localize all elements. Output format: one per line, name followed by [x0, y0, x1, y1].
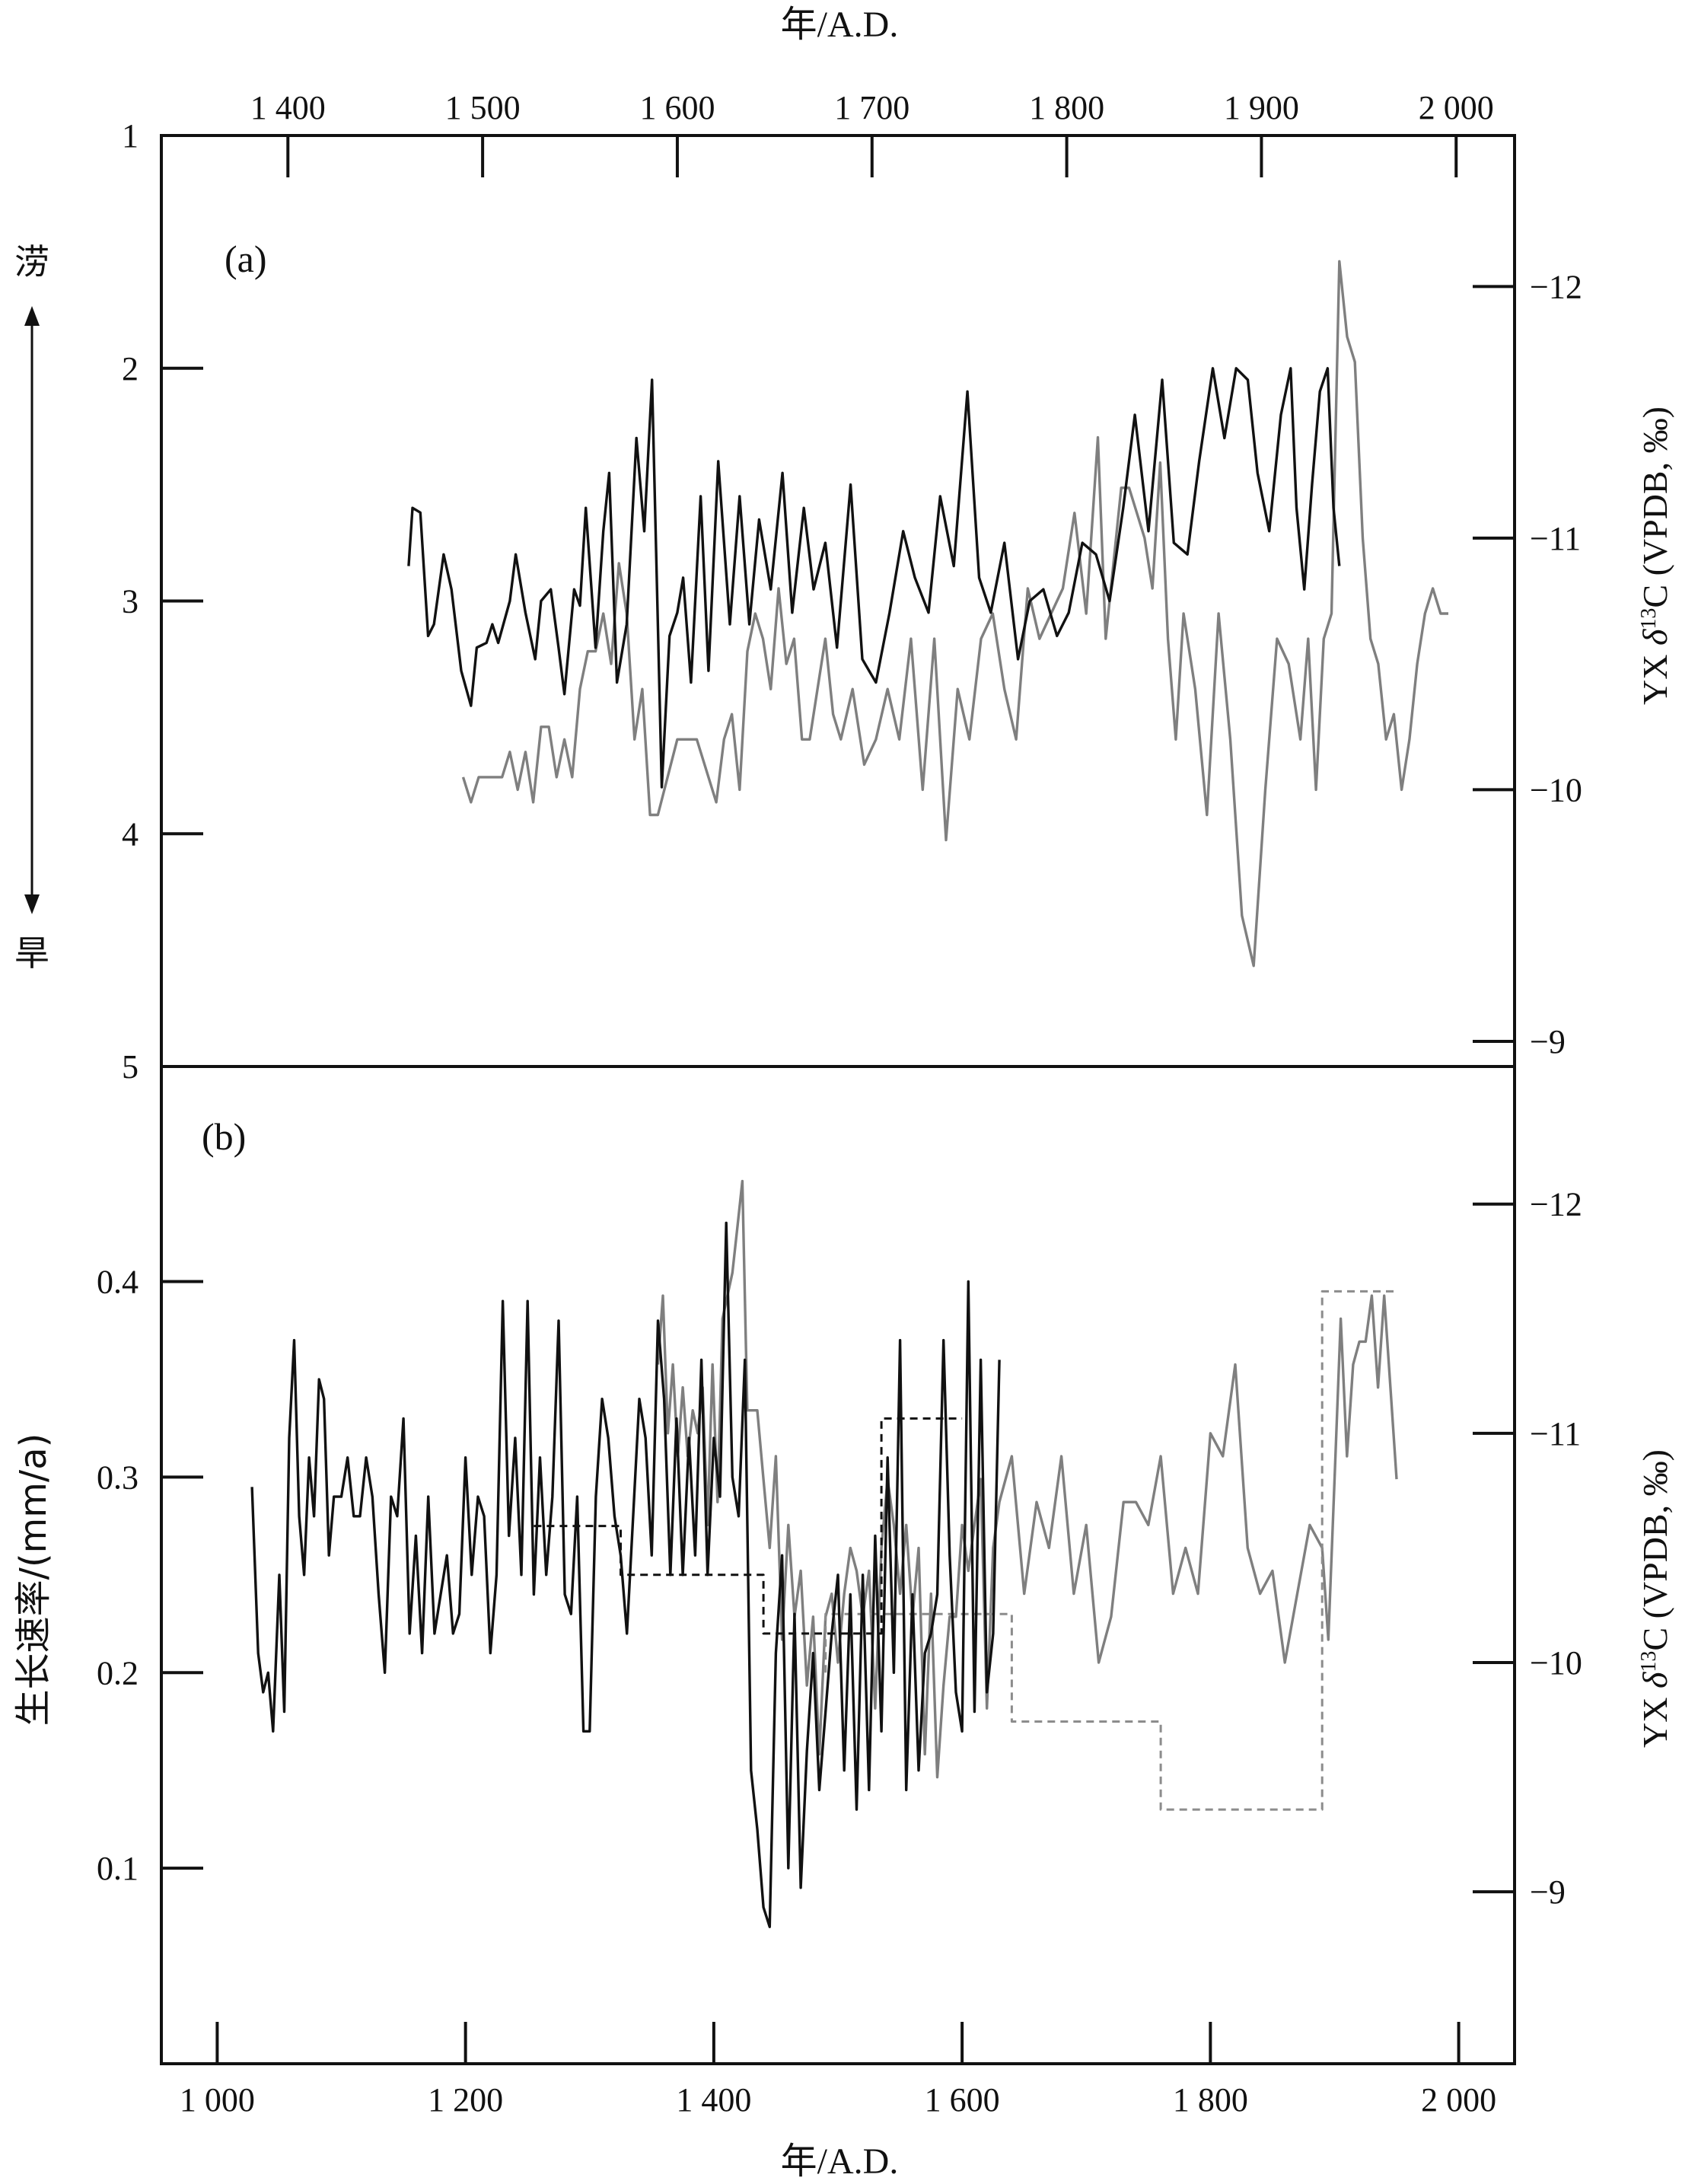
- right-tick-label-b: −9: [1530, 1873, 1566, 1911]
- x-tick-label-b: 1 600: [925, 2081, 1000, 2119]
- right-axis-title-a: YX δ13C (VPDB, ‰): [1636, 407, 1674, 705]
- wet-label: 涝: [14, 241, 49, 282]
- x-tick-label-b: 1 400: [676, 2081, 751, 2119]
- left-tick-label-a: 5: [122, 1048, 139, 1086]
- top-axis-title: 年/A.D.: [781, 5, 899, 45]
- right-tick-label-a: −12: [1530, 268, 1582, 305]
- right-axis-title-b: YX δ13C (VPDB, ‰): [1636, 1449, 1674, 1748]
- series-line-b-0: [250, 1221, 1001, 1928]
- panel-a-frame: [160, 134, 1516, 1068]
- right-tick-label-b: −10: [1530, 1644, 1582, 1682]
- right-tick-label-b: −12: [1530, 1186, 1582, 1223]
- series-line-b-3: [824, 1290, 1397, 1811]
- left-tick-label-b: 0.1: [97, 1850, 139, 1887]
- x-tick-label-a: 2 000: [1419, 89, 1494, 126]
- wet-dry-arrow: [24, 306, 40, 914]
- series-line-b-2: [534, 1417, 963, 1635]
- left-tick-label-a: 4: [122, 815, 139, 853]
- x-tick-label-a: 1 600: [639, 89, 715, 126]
- right-tick-label-b: −11: [1530, 1415, 1581, 1452]
- x-tick-label-b: 1 200: [428, 2081, 503, 2119]
- series-layer: [250, 260, 1448, 1928]
- bottom-axis-title: 年/A.D.: [781, 2141, 899, 2182]
- left-tick-label-a: 2: [122, 350, 139, 387]
- left-tick-label-b: 0.4: [97, 1264, 139, 1301]
- right-tick-label-a: −11: [1530, 520, 1581, 557]
- series-line-b-1: [656, 1179, 1398, 1779]
- right-tick-label-a: −9: [1530, 1023, 1566, 1060]
- left-tick-label-a: 3: [122, 583, 139, 620]
- panel-b-frame: [160, 1065, 1516, 2065]
- left-tick-label-b: 0.2: [97, 1654, 139, 1691]
- panel-a-label: (a): [225, 238, 267, 280]
- x-tick-label-b: 1 000: [180, 2081, 255, 2119]
- left-tick-label-b: 0.3: [97, 1459, 139, 1496]
- x-tick-label-b: 2 000: [1421, 2081, 1496, 2119]
- ticks-layer: 1 400 1 500 1 600 1 700 1 800 1 900 2 000 1 2 3 4 5…: [97, 89, 1582, 2119]
- x-tick-label-a: 1 400: [250, 89, 326, 126]
- panel-b-label: (b): [202, 1115, 246, 1158]
- x-tick-label-a: 1 900: [1224, 89, 1299, 126]
- x-tick-label-a: 1 800: [1029, 89, 1104, 126]
- growth-rate-axis-title: 生长速率/(mm/a): [12, 1433, 55, 1726]
- series-line-a-1: [461, 260, 1448, 968]
- left-tick-label-a: 1: [122, 117, 139, 155]
- x-tick-label-b: 1 800: [1173, 2081, 1248, 2119]
- right-tick-label-a: −10: [1530, 771, 1582, 808]
- x-tick-label-a: 1 700: [834, 89, 909, 126]
- x-tick-label-a: 1 500: [445, 89, 521, 126]
- dry-label: 旱: [14, 933, 49, 974]
- series-line-a-0: [407, 367, 1341, 789]
